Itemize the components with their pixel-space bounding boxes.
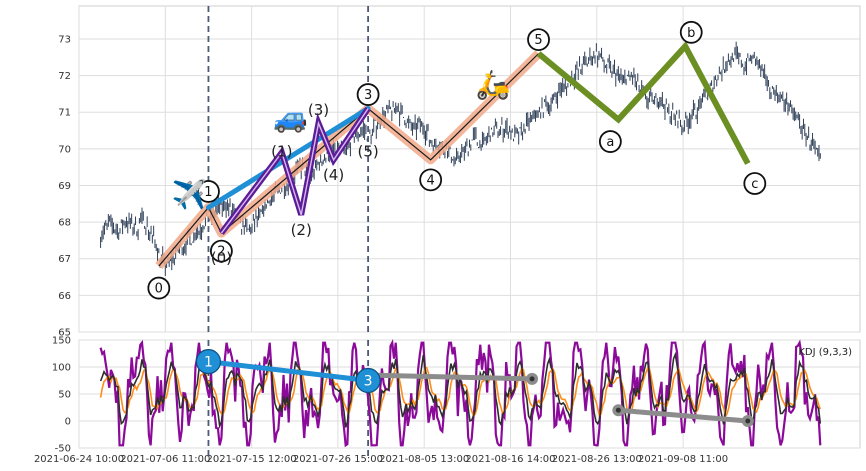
corrective-wave-line xyxy=(536,41,751,165)
x-tick-label: 2021-08-05 13:00 xyxy=(379,454,469,465)
impulse-wave-label-circle xyxy=(527,28,550,52)
corrective-wave-label: b xyxy=(687,26,695,41)
plane-icon: ✈️ xyxy=(172,177,207,211)
impulse-wave-label: 5 xyxy=(534,33,542,48)
price-y-tick-label: 66 xyxy=(58,291,71,302)
price-y-tick-label: 67 xyxy=(58,254,71,265)
kdj-divergence-label: 1 xyxy=(204,355,213,371)
impulse-wave-label: 3 xyxy=(364,88,372,103)
inner-wave-highlight xyxy=(220,108,369,234)
kdj-gray-line xyxy=(615,407,751,424)
kdj-y-tick-label: 50 xyxy=(58,390,71,401)
scooter-icon: 🛵 xyxy=(476,68,511,101)
kdj-gray-dot-center xyxy=(745,418,751,424)
price-y-tick-label: 65 xyxy=(58,328,71,339)
kdj-divergence-label: 3 xyxy=(364,374,373,390)
x-tick-label: 2021-07-26 15:00 xyxy=(293,454,383,465)
inner-wave-label: (2) xyxy=(291,221,312,239)
kdj-gray-dot-center xyxy=(615,407,621,413)
corrective-wave-label-circle xyxy=(598,130,622,153)
impulse-wave-label-circle xyxy=(147,276,171,300)
impulse-wave-line xyxy=(158,53,539,267)
kdj-panel-label: KDJ (9,3,3) xyxy=(798,347,852,358)
trend-line xyxy=(205,106,371,210)
price-y-tick-label: 69 xyxy=(58,181,71,192)
corrective-wave-label: c xyxy=(751,177,758,192)
kdj-gray-dot-center xyxy=(529,376,535,382)
price-panel xyxy=(78,5,861,333)
corrective-wave-label-circle xyxy=(743,172,767,195)
impulse-wave-label-circle xyxy=(197,180,220,203)
impulse-wave-label-circle xyxy=(356,83,380,106)
kdj-y-tick-label: -50 xyxy=(55,444,71,455)
inner-wave-label: (3) xyxy=(308,101,329,119)
corrective-wave-label: a xyxy=(606,135,614,150)
car-icon: 🚙 xyxy=(273,101,308,134)
inner-wave-label: (5) xyxy=(357,143,378,161)
kdj-y-tick-label: 150 xyxy=(52,336,71,347)
kdj-k-line xyxy=(99,351,822,429)
x-tick-label: 2021-07-15 12:00 xyxy=(207,454,297,465)
x-tick-label: 2021-08-26 13:00 xyxy=(552,454,642,465)
kdj-y-tick-label: 0 xyxy=(65,417,71,428)
price-y-tick-label: 71 xyxy=(58,108,71,119)
price-y-tick-label: 68 xyxy=(58,218,71,229)
price-y-tick-label: 70 xyxy=(58,144,71,155)
impulse-wave-label: 0 xyxy=(155,282,163,297)
kdj-gray-line xyxy=(365,372,535,382)
kdj-divergence-bubble xyxy=(355,367,381,394)
inner-wave-label: (4) xyxy=(323,166,344,184)
corrective-wave-label-circle xyxy=(679,20,703,44)
impulse-wave-label: 2 xyxy=(217,245,225,260)
kdj-y-tick-label: 100 xyxy=(52,363,71,374)
kdj-divergence-bubble xyxy=(195,349,222,375)
impulse-wave-label: 1 xyxy=(204,185,212,200)
impulse-wave-label-circle xyxy=(209,239,233,263)
x-tick-label: 2021-07-06 11:00 xyxy=(120,454,210,465)
x-tick-label: 2021-08-16 14:00 xyxy=(465,454,555,465)
kdj-divergence-line xyxy=(205,359,371,383)
x-tick-label: 2021-09-08 11:00 xyxy=(638,454,728,465)
price-y-tick-label: 72 xyxy=(58,71,71,82)
price-y-tick-label: 73 xyxy=(58,34,71,45)
inner-wave-label: (0) xyxy=(211,249,232,267)
x-tick-label: 2021-06-24 10:00 xyxy=(34,454,124,465)
impulse-wave-label: 4 xyxy=(427,173,435,188)
impulse-wave-label-circle xyxy=(419,168,443,192)
inner-wave-label: (1) xyxy=(271,143,292,161)
